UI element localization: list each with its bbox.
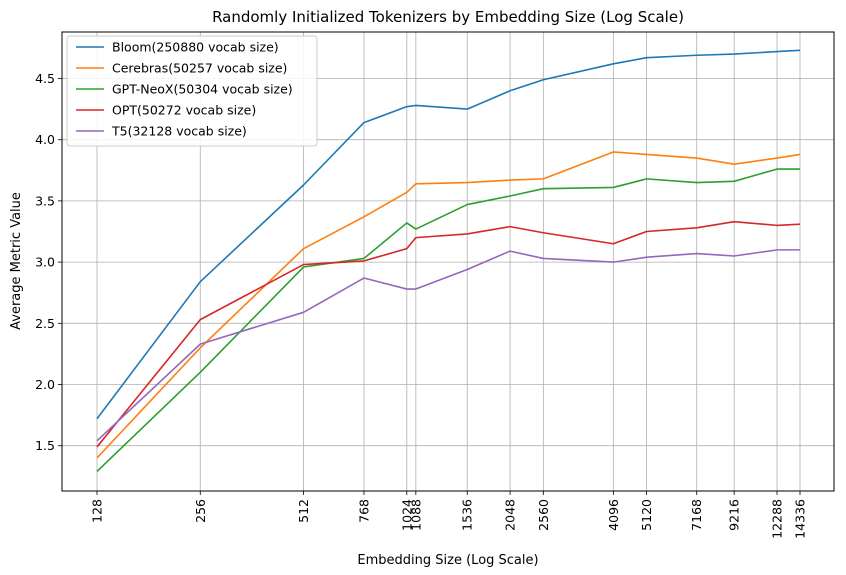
- x-tick-label: 2560: [536, 499, 551, 531]
- legend-label: T5(32128 vocab size): [111, 124, 247, 139]
- series-line-4: [96, 220, 801, 448]
- y-tick-label: 3.0: [35, 255, 55, 270]
- series-line-5: [96, 249, 800, 442]
- y-tick-label: 1.5: [35, 438, 55, 453]
- y-tick-label: 2.0: [35, 377, 55, 392]
- chart-title: Randomly Initialized Tokenizers by Embed…: [212, 8, 684, 26]
- grid: [62, 32, 834, 491]
- x-tick-label: 768: [356, 499, 371, 523]
- legend-label: GPT-NeoX(50304 vocab size): [112, 82, 293, 97]
- x-axis-label: Embedding Size (Log Scale): [357, 553, 538, 568]
- x-tick-label: 4096: [606, 499, 621, 531]
- x-tick-label: 5120: [639, 499, 654, 531]
- x-tick-label: 128: [90, 499, 105, 523]
- x-tick-label: 2048: [503, 499, 518, 531]
- x-tick-label: 1536: [460, 499, 475, 531]
- y-tick-label: 2.5: [35, 316, 55, 331]
- y-tick-label: 3.5: [35, 193, 55, 208]
- x-tick-label: 1024: [399, 499, 414, 531]
- y-axis-label: Average Metric Value: [9, 192, 24, 330]
- y-ticks: 1.5 2.0 2.5 3.0 3.5 4.0 4.5: [35, 71, 62, 453]
- series-layer: [96, 49, 801, 472]
- x-tick-label: 9216: [727, 499, 742, 531]
- x-tick-label: 1088: [408, 499, 423, 531]
- series-line-3: [96, 168, 800, 472]
- y-tick-label: 4.0: [35, 132, 55, 147]
- series-line-2: [96, 151, 801, 459]
- series-line-1: [96, 49, 801, 420]
- x-tick-label: 7168: [689, 499, 704, 531]
- x-tick-label: 256: [193, 499, 208, 523]
- x-tick-label: 14336: [793, 499, 808, 539]
- plot-frame: [61, 31, 835, 492]
- y-tick-label: 4.5: [35, 71, 55, 86]
- legend-label: Cerebras(50257 vocab size): [112, 61, 287, 76]
- legend-box: [66, 35, 318, 147]
- legend-label: Bloom(250880 vocab size): [112, 40, 279, 55]
- legend-label: OPT(50272 vocab size): [112, 103, 256, 118]
- x-tick-label: 12288: [770, 499, 785, 539]
- legend: Bloom(250880 vocab size) Cerebras(50257 v…: [66, 35, 318, 147]
- x-tick-label: 512: [296, 499, 311, 523]
